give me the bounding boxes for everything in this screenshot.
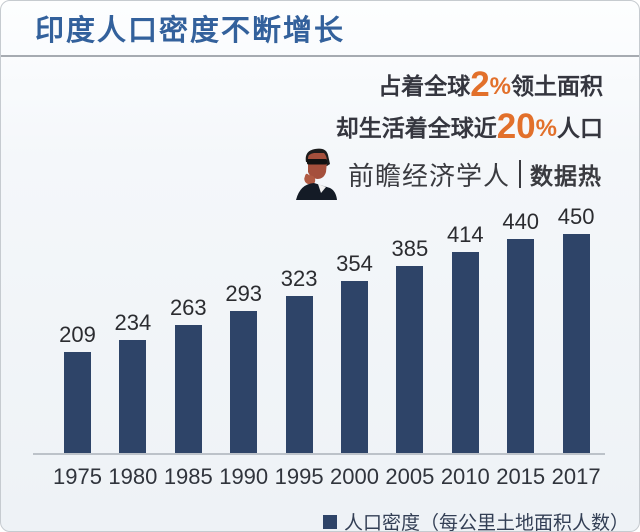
- stat-text: 领土面积: [511, 73, 603, 99]
- stat-number: 20: [496, 107, 536, 146]
- stat-text: 人口: [557, 115, 603, 141]
- bar: [396, 266, 424, 454]
- x-axis-tick-label: 2000: [330, 464, 379, 489]
- bar-value-label: 440: [502, 209, 540, 234]
- bar: [285, 296, 313, 454]
- stat-number: 2: [470, 65, 490, 104]
- bar: [562, 234, 590, 454]
- chart-legend: 人口密度（每公里土地面积人数）: [322, 508, 629, 532]
- bar-value-label: 234: [114, 310, 152, 335]
- x-axis-tick-label: 1985: [163, 464, 213, 489]
- bar-value-label: 385: [391, 236, 429, 261]
- legend-swatch: [322, 514, 337, 529]
- bar-value-label: 293: [225, 281, 263, 306]
- brand-row: 前瞻经济学人 数据热: [294, 148, 602, 200]
- stat-text: 却生活着全球近: [335, 115, 497, 141]
- thinker-man-icon: [295, 148, 337, 200]
- bar-value-label: 209: [59, 322, 96, 347]
- header-divider: [1, 55, 639, 57]
- x-axis-tick-label: 1980: [108, 464, 158, 489]
- brand-name: 前瞻经济学人: [347, 160, 510, 191]
- page-title: 印度人口密度不断增长: [35, 13, 346, 47]
- brand-sub-label: 数据热: [530, 163, 602, 189]
- bar: [119, 340, 147, 454]
- x-axis-tick-label: 2017: [551, 464, 601, 489]
- percent-sign: %: [535, 115, 557, 142]
- bar: [64, 352, 91, 454]
- bar: [230, 311, 258, 454]
- bar: [451, 252, 479, 454]
- stat-line-territory: 占着全球2%领土面积: [336, 65, 603, 107]
- bar: [507, 239, 535, 454]
- x-axis-tick-label: 2010: [440, 464, 490, 489]
- x-axis-tick-label: 1975: [53, 464, 102, 489]
- x-axis-line: [33, 453, 605, 455]
- bar-value-label: 263: [169, 295, 207, 320]
- legend-label: 人口密度（每公里土地面积人数）: [343, 513, 629, 532]
- x-axis-tick-label: 2015: [496, 464, 546, 489]
- bar-value-label: 323: [280, 266, 318, 291]
- x-axis-tick-label: 2005: [385, 464, 435, 489]
- brand-divider: [519, 160, 521, 188]
- bar: [341, 281, 368, 454]
- stat-text: 占着全球: [378, 73, 471, 99]
- bar-value-label: 450: [557, 204, 595, 229]
- stat-line-population: 却生活着全球近20%人口: [336, 107, 603, 149]
- bar-value-label: 354: [336, 251, 373, 276]
- x-axis-tick-label: 1990: [219, 464, 269, 489]
- bar: [174, 325, 202, 454]
- stats-block: 占着全球2%领土面积 却生活着全球近20%人口: [336, 65, 603, 149]
- bar-value-label: 414: [446, 222, 484, 247]
- x-axis-tick-label: 1995: [274, 464, 324, 489]
- percent-sign: %: [489, 73, 511, 100]
